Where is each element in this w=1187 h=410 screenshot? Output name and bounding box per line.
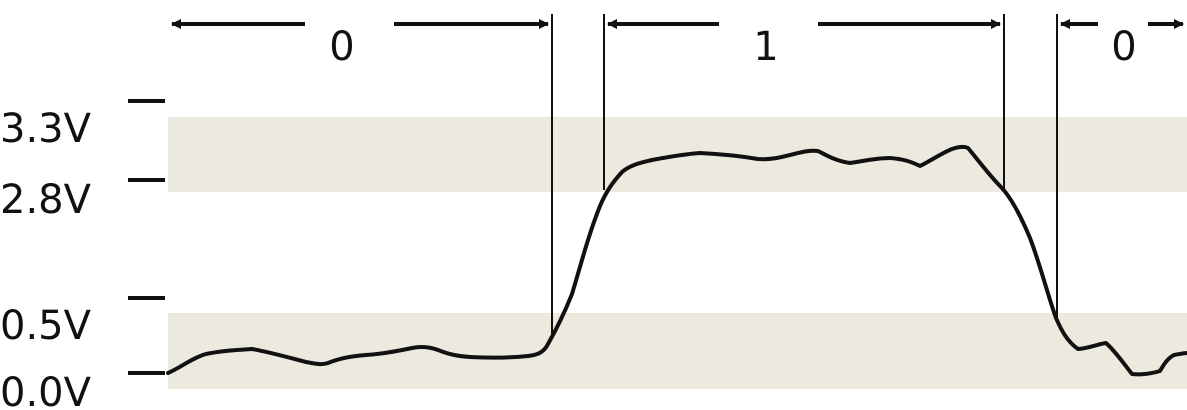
bit-label-3: 0 xyxy=(1111,24,1136,70)
bit-label-1: 0 xyxy=(329,24,354,70)
signal-waveform xyxy=(166,144,1187,377)
low-level-band xyxy=(168,313,1187,389)
label-0v0: 0.0V xyxy=(0,370,92,410)
bit-label-2: 1 xyxy=(753,24,778,70)
label-2v8: 2.8V xyxy=(0,177,92,223)
label-0v5: 0.5V xyxy=(0,303,92,349)
label-3v3: 3.3V xyxy=(0,106,92,152)
